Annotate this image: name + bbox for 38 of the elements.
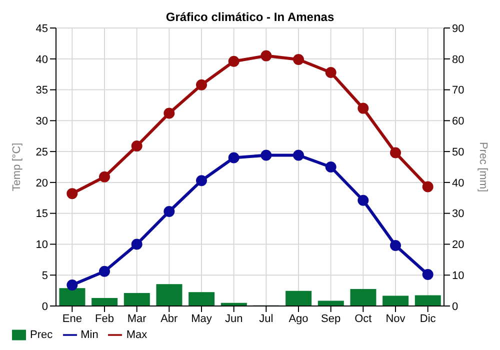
- chart-title: Gráfico climático - In Amenas: [164, 10, 336, 24]
- x-tick-label: Ene: [62, 312, 82, 325]
- y-tick-label: 20: [36, 177, 48, 190]
- x-tick-label: Abr: [160, 312, 178, 325]
- x-tick-label: Dic: [420, 312, 436, 325]
- x-tick-label: Nov: [386, 312, 406, 325]
- x-tick-label: Oct: [354, 312, 372, 325]
- y2-tick-label: 50: [452, 146, 464, 158]
- y2-tick-label: 0: [452, 300, 458, 313]
- y-tick-label: 25: [36, 146, 48, 158]
- y-tick-label: 0: [42, 300, 48, 313]
- y-tick-label: 15: [36, 208, 48, 220]
- y-tick-label: 5: [42, 270, 48, 282]
- y2-axis-title: Prec [mm]: [477, 142, 490, 192]
- x-tick-label: May: [191, 312, 212, 325]
- x-tick-label: Jul: [259, 312, 274, 325]
- y-tick-label: 40: [36, 54, 48, 66]
- y2-tick-label: 90: [452, 22, 464, 35]
- y2-tick-label: 60: [452, 116, 464, 128]
- y2-tick-label: 20: [452, 239, 464, 252]
- y2-tick-label: 40: [452, 177, 464, 190]
- legend-label: Prec: [30, 328, 53, 341]
- y-tick-label: 45: [36, 22, 48, 35]
- x-tick-label: Jun: [224, 312, 243, 325]
- legend-label: Min: [80, 328, 98, 341]
- y2-tick-label: 80: [452, 54, 464, 66]
- legend-label: Max: [126, 328, 148, 341]
- y2-tick-label: 70: [452, 84, 464, 97]
- y-tick-label: 10: [36, 239, 48, 252]
- x-tick-label: Mar: [127, 312, 147, 325]
- y-tick-label: 30: [36, 116, 48, 128]
- x-tick-label: Sep: [321, 312, 341, 325]
- x-tick-label: Ago: [288, 312, 308, 325]
- y-axis-title: Temp [°C]: [10, 142, 23, 192]
- x-tick-label: Feb: [95, 312, 114, 325]
- y-tick-label: 35: [36, 84, 48, 97]
- y2-tick-label: 30: [452, 208, 464, 220]
- y2-tick-label: 10: [452, 270, 464, 282]
